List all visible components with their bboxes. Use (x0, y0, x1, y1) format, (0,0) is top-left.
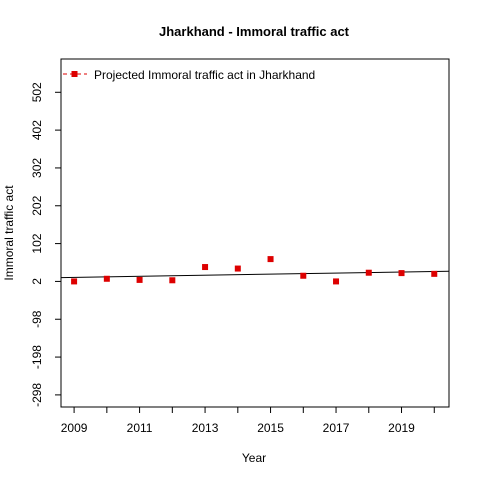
data-point (398, 270, 405, 277)
data-point (169, 277, 176, 284)
data-point (333, 278, 340, 285)
y-tick-label: 102 (30, 233, 44, 253)
y-tick-label: -198 (30, 345, 44, 369)
data-point (71, 278, 78, 285)
x-tick-label: 2015 (257, 421, 284, 435)
chart-title: Jharkhand - Immoral traffic act (159, 24, 350, 39)
data-point (136, 276, 143, 283)
x-tick-label: 2017 (323, 421, 350, 435)
x-axis-label: Year (242, 451, 266, 465)
legend: Projected Immoral traffic act in Jharkha… (63, 68, 315, 82)
y-tick-label: -98 (30, 310, 44, 328)
x-tick-label: 2011 (127, 421, 153, 435)
legend-label: Projected Immoral traffic act in Jharkha… (94, 68, 315, 82)
y-tick-label: 502 (30, 82, 44, 102)
y-tick-label: 202 (30, 195, 44, 215)
trend-line-group (60, 270, 450, 279)
y-axis: -298 -198 -98 2 102 202 302 402 502 (30, 82, 62, 407)
data-point (431, 270, 438, 277)
x-tick-label: 2013 (192, 421, 219, 435)
y-tick-label: 302 (30, 158, 44, 178)
data-point (103, 275, 110, 282)
data-point (234, 265, 241, 272)
data-points-group (71, 256, 438, 285)
y-tick-label: 402 (30, 120, 44, 140)
x-tick-label: 2019 (388, 421, 415, 435)
legend-marker (71, 71, 78, 77)
y-tick-label: 2 (30, 278, 44, 285)
y-axis-label: Immoral traffic act (2, 185, 16, 281)
x-tick-label: 2009 (61, 421, 88, 435)
x-axis: 2009 2011 2013 2015 2017 2019 (61, 406, 435, 435)
trend-line (60, 270, 450, 279)
y-tick-label: -298 (30, 383, 44, 407)
data-point (267, 256, 274, 263)
data-point (300, 272, 307, 279)
data-point (202, 264, 209, 271)
data-point (365, 269, 372, 276)
